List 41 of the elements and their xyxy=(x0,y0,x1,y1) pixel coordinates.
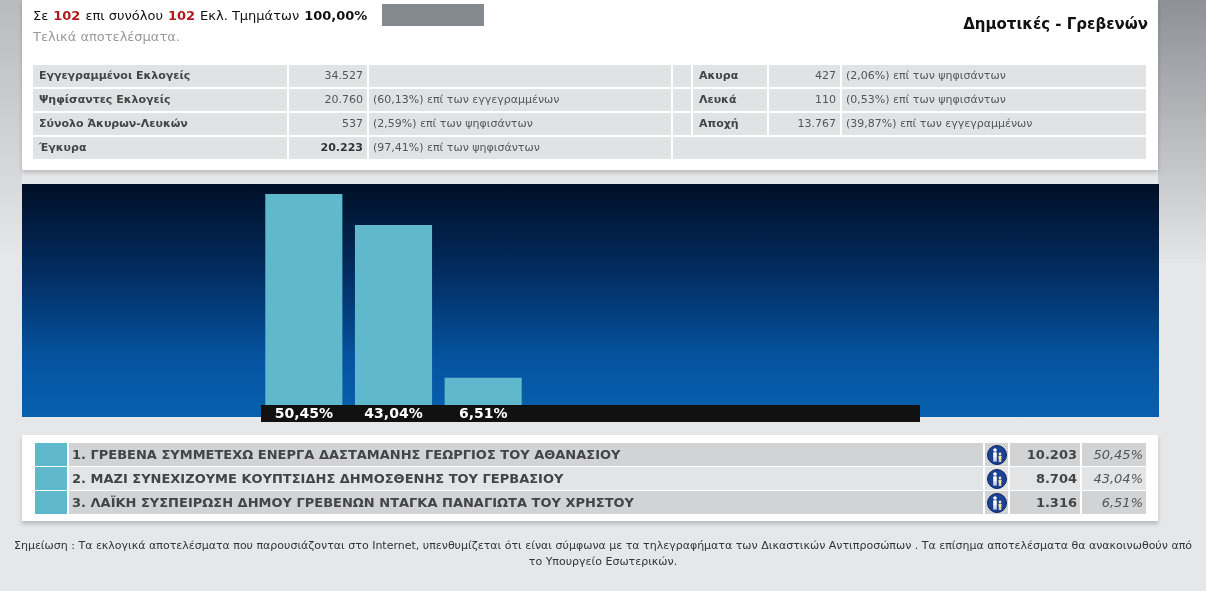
text: 20.760 xyxy=(324,93,364,106)
text: 43,04% xyxy=(1093,471,1143,486)
text: 100,00% xyxy=(304,7,368,25)
text: 6,51% xyxy=(1101,495,1143,510)
text: Εκλ. Τμημάτων xyxy=(200,7,300,25)
text: Σε xyxy=(33,7,49,25)
text: 102 xyxy=(53,7,81,25)
data-label: 50,45% xyxy=(274,404,333,421)
text: Εγγεγραμμένοι Εκλογείς xyxy=(38,69,191,82)
text: επι συνόλου xyxy=(85,7,163,25)
text: Λευκά xyxy=(698,93,737,106)
text: 1. ΓΡΕΒΕΝΑ ΣΥΜΜΕΤΕΧΩ ΕΝΕΡΓΑ ΔΑΣΤΑΜΑΝΗΣ ΓΕΩΡΓΙΟΣ ΤΟΥ ΑΘΑΝΑΣΙΟΥ xyxy=(71,447,621,462)
data-label: 43,04% xyxy=(364,404,423,421)
text: (97,41%) επί των ψηφισάντων xyxy=(372,141,540,154)
text: Τελικά αποτελέσματα. xyxy=(33,28,181,46)
text: Έγκυρα xyxy=(38,141,87,154)
text: 8.704 xyxy=(1035,471,1078,486)
text: 2. ΜΑΖΙ ΣΥΝΕΧΙΖΟΥΜΕ ΚΟΥΠΤΣΙΔΗΣ ΔΗΜΟΣΘΕΝΗΣ ΤΟΥ ΓΕΡΒΑΣΙΟΥ xyxy=(71,471,564,486)
text: 34.527 xyxy=(324,69,364,82)
data-label: 6,51% xyxy=(458,404,508,421)
text: 110 xyxy=(815,93,837,106)
text: (2,06%) επί των ψηφισάντων xyxy=(845,69,1006,82)
text: (60,13%) επί των εγγεγραμμένων xyxy=(372,93,560,106)
text: 20.223 xyxy=(320,141,364,154)
text: 13.767 xyxy=(797,117,837,130)
text: 537 xyxy=(342,117,364,130)
text: (39,87%) επί των εγγεγραμμένων xyxy=(845,117,1033,130)
text: Σημείωση : Τα εκλογικά αποτελέσματα που παρουσιάζονται στο Internet, υπενθυμίζεται ότι είναι σύμφωνα με τα τηλεγραφήματα των Δικαστικών Αντιπροσώπων . Τα επίσημα αποτελέσματα θα ανακοινωθούν από το Υπουργείο Εσωτερικών. xyxy=(13,538,1193,570)
text: 10.203 xyxy=(1026,447,1078,462)
text: Σύνολο Άκυρων-Λευκών xyxy=(38,117,188,130)
text: Ακυρα xyxy=(698,69,739,82)
text: Αποχή xyxy=(698,117,739,130)
text: (0,53%) επί των ψηφισάντων xyxy=(845,93,1006,106)
text: 427 xyxy=(815,69,837,82)
text: 3. ΛΑΪΚΗ ΣΥΣΠΕΙΡΩΣΗ ΔΗΜΟΥ ΓΡΕΒΕΝΩΝ ΝΤΑΓΚΑ ΠΑΝΑΓΙΩΤΑ ΤΟΥ ΧΡΗΣΤΟΥ xyxy=(71,495,635,510)
text: (2,59%) επί των ψηφισάντων xyxy=(372,117,533,130)
text: Δημοτικές - Γρεβενών xyxy=(962,14,1148,35)
text: 50,45% xyxy=(1093,447,1143,462)
text: 1.316 xyxy=(1035,495,1078,510)
text: 102 xyxy=(167,7,196,25)
text: Ψηφίσαντες Εκλογείς xyxy=(38,93,171,106)
